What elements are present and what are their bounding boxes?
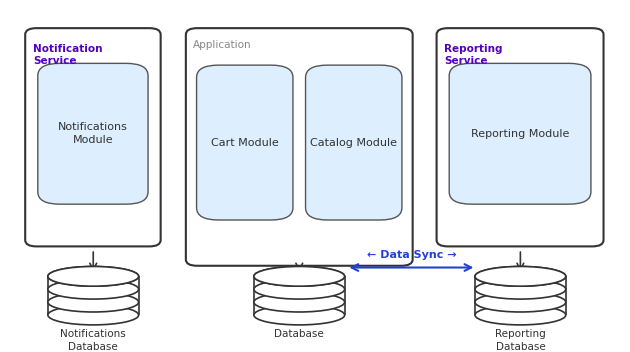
- Ellipse shape: [475, 279, 566, 299]
- Ellipse shape: [475, 292, 566, 312]
- Text: Catalog Module: Catalog Module: [310, 138, 398, 147]
- Bar: [475, 276, 566, 315]
- Text: Reporting
Service: Reporting Service: [444, 44, 503, 67]
- FancyBboxPatch shape: [437, 28, 604, 246]
- Text: Notifications
Module: Notifications Module: [58, 122, 128, 145]
- Ellipse shape: [48, 266, 139, 286]
- Text: Reporting Module: Reporting Module: [471, 129, 570, 139]
- Ellipse shape: [254, 279, 345, 299]
- Text: Notifications
Database: Notifications Database: [60, 329, 126, 352]
- FancyBboxPatch shape: [38, 63, 148, 204]
- Text: ← Data Sync →: ← Data Sync →: [367, 250, 456, 260]
- Bar: [254, 276, 345, 315]
- Bar: [48, 276, 139, 315]
- Ellipse shape: [48, 305, 139, 325]
- Ellipse shape: [254, 292, 345, 312]
- Ellipse shape: [254, 266, 345, 286]
- Ellipse shape: [48, 292, 139, 312]
- FancyBboxPatch shape: [186, 28, 413, 266]
- FancyBboxPatch shape: [25, 28, 161, 246]
- Ellipse shape: [254, 266, 345, 286]
- Ellipse shape: [475, 266, 566, 286]
- FancyBboxPatch shape: [449, 63, 591, 204]
- Ellipse shape: [475, 305, 566, 325]
- Ellipse shape: [475, 266, 566, 286]
- FancyBboxPatch shape: [197, 65, 293, 220]
- Text: Reporting
Database: Reporting Database: [495, 329, 546, 352]
- Ellipse shape: [48, 266, 139, 286]
- Text: Cart Module: Cart Module: [211, 138, 278, 147]
- Text: Database: Database: [275, 329, 324, 339]
- Text: Notification
Service: Notification Service: [33, 44, 102, 67]
- Ellipse shape: [48, 279, 139, 299]
- FancyBboxPatch shape: [306, 65, 402, 220]
- Text: Application: Application: [193, 40, 252, 50]
- Ellipse shape: [254, 305, 345, 325]
